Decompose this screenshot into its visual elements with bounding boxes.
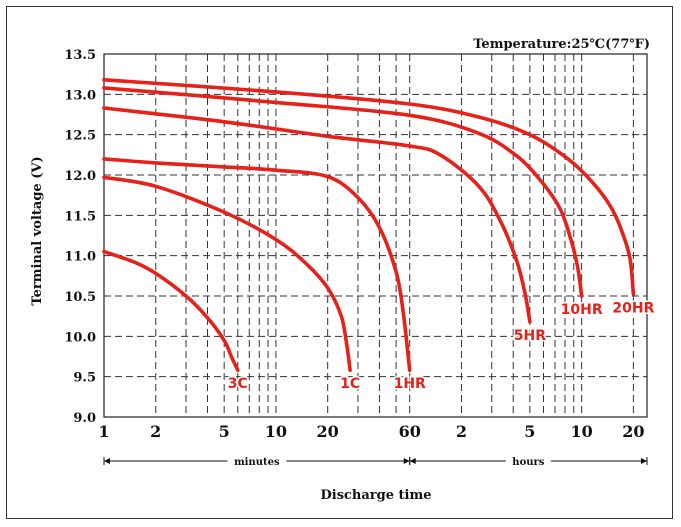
y-tick-labels: 9.0 9.5 10.0 10.5 11.0 11.5 12.0 12.5 13.0 13.5 xyxy=(64,48,96,426)
x-axis-label: Discharge time xyxy=(320,488,431,503)
x-tick-label: 5 xyxy=(524,422,535,441)
curve-1c xyxy=(102,175,352,372)
y-tick-label: 10.0 xyxy=(64,330,96,345)
y-tick-label: 11.0 xyxy=(64,250,96,265)
y-tick-label: 12.0 xyxy=(64,169,96,184)
curve-label: 10HR xyxy=(561,302,603,318)
x-tick-label: 2 xyxy=(150,422,161,441)
range-arrow xyxy=(403,458,410,464)
grid xyxy=(104,54,647,417)
curve-20hr xyxy=(102,78,636,297)
curve-3c xyxy=(102,249,240,372)
range-arrow xyxy=(409,458,416,464)
curves xyxy=(102,78,636,372)
x-tick-label: 5 xyxy=(219,422,230,441)
curve-label: 1C xyxy=(340,376,360,392)
y-tick-label: 13.5 xyxy=(64,48,96,63)
curve-label: 1HR xyxy=(394,376,426,392)
x-tick-label: 60 xyxy=(399,422,421,441)
curve-10hr xyxy=(102,86,584,298)
curve-label: 5HR xyxy=(514,328,546,344)
x-tick-label: 10 xyxy=(570,422,592,441)
x-tick-label: 2 xyxy=(456,422,467,441)
temperature-annotation: Temperature:25℃(77℉) xyxy=(473,37,650,52)
curve-label: 20HR xyxy=(612,300,654,316)
curve-label: 3C xyxy=(228,376,248,392)
x-tick-label: 20 xyxy=(317,422,339,441)
range-label: minutes xyxy=(234,457,280,468)
range-arrow xyxy=(104,458,110,464)
chart-frame xyxy=(6,6,673,519)
range-arrow xyxy=(641,458,647,464)
x-tick-labels: 1 2 5 10 20 60 2 5 10 20 xyxy=(98,422,644,441)
range-label: hours xyxy=(512,457,544,468)
y-tick-label: 10.5 xyxy=(64,290,96,305)
curve-labels: 3C 1C 1HR 5HR 10HR 20HR xyxy=(226,299,656,394)
y-tick-label: 12.5 xyxy=(64,129,96,144)
x-tick-label: 10 xyxy=(265,422,287,441)
x-tick-label: 1 xyxy=(98,422,109,441)
x-tick-label: 20 xyxy=(622,422,644,441)
y-tick-label: 9.5 xyxy=(73,371,96,386)
time-range-bars: minutes hours xyxy=(103,457,648,468)
y-tick-label: 11.5 xyxy=(64,209,96,224)
y-axis-label: Terminal voltage (V) xyxy=(30,156,45,305)
y-tick-label: 9.0 xyxy=(73,411,96,426)
plot-area xyxy=(103,53,648,418)
curve-1hr xyxy=(102,157,412,372)
curve-5hr xyxy=(102,106,532,324)
y-tick-label: 13.0 xyxy=(64,88,96,103)
